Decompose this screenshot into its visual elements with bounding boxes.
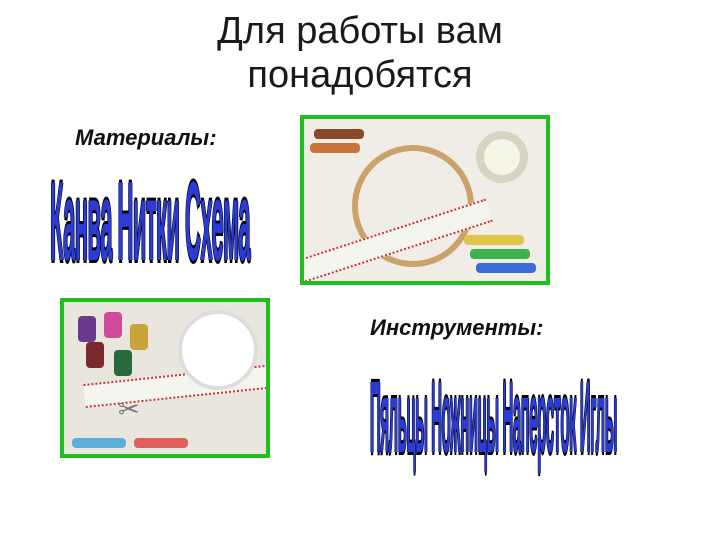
materials-heading: Материалы: — [75, 125, 217, 151]
tools-photo: ✂ — [60, 298, 270, 458]
materials-photo — [300, 115, 550, 285]
wordart-tools: Пяльцы Ножницы Наперсток Иглы — [370, 362, 617, 479]
wordart-materials: Канва Нитки Схема — [50, 162, 250, 288]
photo-placeholder: ✂ — [64, 302, 266, 454]
page-title: Для работы вам понадобятся — [0, 10, 720, 97]
tools-heading: Инструменты: — [370, 315, 544, 341]
title-line-2: понадобятся — [247, 54, 472, 96]
slide: Для работы вам понадобятся Материалы: Ин… — [0, 0, 720, 540]
photo-placeholder — [304, 119, 546, 281]
title-line-1: Для работы вам — [217, 10, 503, 52]
